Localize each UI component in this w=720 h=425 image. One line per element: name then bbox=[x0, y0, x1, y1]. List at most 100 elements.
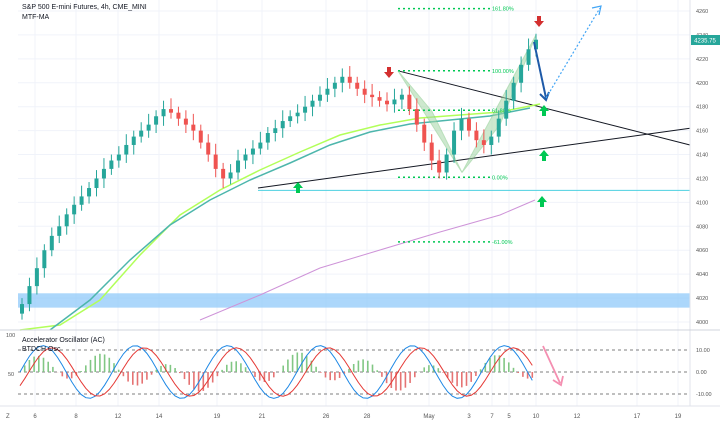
candle-body bbox=[429, 142, 434, 161]
candle-body bbox=[228, 172, 233, 179]
candle-body bbox=[347, 76, 352, 83]
projection-dotted-arrowhead bbox=[591, 5, 602, 16]
candle-body bbox=[20, 304, 24, 314]
candle-body bbox=[206, 142, 211, 155]
candle-body bbox=[243, 154, 248, 161]
time-tick: 17 bbox=[634, 414, 641, 420]
candle-body bbox=[64, 214, 69, 227]
ma-teal bbox=[49, 107, 531, 331]
price-tick: 4160 bbox=[696, 129, 708, 135]
candle-body bbox=[452, 130, 457, 155]
candle-body bbox=[101, 168, 106, 179]
time-tick: 12 bbox=[574, 414, 581, 420]
candle-body bbox=[280, 121, 285, 129]
price-tick: 4100 bbox=[696, 200, 708, 206]
candle-body bbox=[481, 140, 486, 145]
candle-body bbox=[176, 112, 181, 119]
osc-line-blue bbox=[19, 345, 533, 399]
price-tick: 4020 bbox=[696, 296, 708, 302]
fib-label: 100.00% bbox=[492, 69, 514, 75]
buy-arrow-icon bbox=[293, 182, 303, 193]
support-zone bbox=[18, 293, 690, 308]
time-tick: 26 bbox=[323, 414, 330, 420]
time-tick: 19 bbox=[675, 414, 682, 420]
harmonic-bcd bbox=[461, 34, 537, 173]
candle-body bbox=[310, 100, 315, 107]
candle-body bbox=[221, 168, 226, 179]
candle-body bbox=[414, 109, 419, 125]
candle-body bbox=[459, 118, 464, 131]
price-tick: 4000 bbox=[696, 320, 708, 326]
candle-body bbox=[504, 100, 509, 119]
candle-body bbox=[474, 130, 479, 141]
price-badge bbox=[691, 35, 720, 46]
candle-body bbox=[87, 188, 92, 197]
fib-label: 61.80% bbox=[492, 108, 511, 114]
candle-body bbox=[116, 154, 121, 161]
osc-tick: 10.00 bbox=[696, 348, 710, 354]
price-tick: 4220 bbox=[696, 57, 708, 63]
price-tick: 4140 bbox=[696, 153, 708, 159]
candle-body bbox=[250, 148, 255, 155]
ma-green bbox=[19, 103, 541, 331]
projection-dotted-line bbox=[545, 7, 601, 99]
osc-left-tick: 100 bbox=[6, 333, 15, 339]
candle-body bbox=[392, 99, 397, 105]
indicator-label: MTF-MA bbox=[22, 14, 50, 21]
time-tick: 28 bbox=[364, 414, 371, 420]
candle-body bbox=[377, 97, 382, 101]
time-tick: 10 bbox=[533, 414, 540, 420]
price-tick: 4180 bbox=[696, 105, 708, 111]
osc-title: Accelerator Oscillator (AC) bbox=[22, 337, 105, 344]
candle-body bbox=[168, 109, 173, 113]
price-tick: 4060 bbox=[696, 248, 708, 254]
candle-body bbox=[72, 204, 77, 215]
time-tick: 14 bbox=[156, 414, 163, 420]
candle-body bbox=[317, 94, 322, 101]
sell-arrow-icon bbox=[534, 16, 544, 27]
candle-body bbox=[273, 128, 278, 134]
price-badge-label: 4235.75 bbox=[694, 39, 716, 45]
candle-body bbox=[489, 136, 494, 145]
price-tick: 4120 bbox=[696, 176, 708, 182]
candle-body bbox=[109, 160, 114, 169]
grid-lines bbox=[18, 0, 690, 406]
fib-levels: 161.80% 100.00% 61.80% 0.00% -61.00% bbox=[398, 7, 514, 246]
chart-title: S&P 500 E-mini Futures, 4h, CME_MINI bbox=[22, 4, 147, 11]
fib-label: 0.00% bbox=[492, 175, 508, 181]
candle-body bbox=[124, 144, 129, 155]
price-tick: 4080 bbox=[696, 224, 708, 230]
sell-arrow-icon bbox=[384, 67, 394, 78]
fib-label: -61.00% bbox=[492, 240, 513, 246]
time-axis: 6 8 12 14 19 21 26 28 May 3 5 7 10 12 17 19 Z bbox=[0, 405, 720, 420]
candle-body bbox=[295, 112, 300, 117]
candle-body bbox=[370, 94, 375, 98]
time-tick: 7 bbox=[490, 414, 494, 420]
candles bbox=[20, 33, 538, 320]
time-tick: 21 bbox=[259, 414, 266, 420]
ma-purple bbox=[199, 199, 536, 321]
osc-tick: -10.00 bbox=[696, 392, 712, 398]
time-tick: 12 bbox=[115, 414, 122, 420]
fib-label: 161.80% bbox=[492, 7, 514, 13]
buy-arrow-icon bbox=[539, 105, 549, 116]
osc-projection-arrow-icon bbox=[542, 345, 564, 387]
time-tick: 3 bbox=[467, 414, 471, 420]
candle-body bbox=[198, 130, 203, 143]
candle-body bbox=[191, 124, 196, 131]
time-tick: 19 bbox=[214, 414, 221, 420]
harmonic-xab bbox=[397, 70, 463, 173]
candle-body bbox=[399, 94, 404, 100]
candle-body bbox=[139, 130, 144, 137]
candle-body bbox=[154, 116, 159, 125]
osc-left-tick: 50 bbox=[8, 372, 14, 378]
candle-body bbox=[332, 82, 337, 89]
candle-body bbox=[42, 250, 47, 269]
candle-body bbox=[325, 88, 330, 95]
candle-body bbox=[407, 94, 412, 110]
buy-arrow-icon bbox=[539, 150, 549, 161]
candle-body bbox=[288, 116, 293, 122]
candle-body bbox=[444, 154, 449, 173]
time-tick: May bbox=[423, 414, 434, 420]
